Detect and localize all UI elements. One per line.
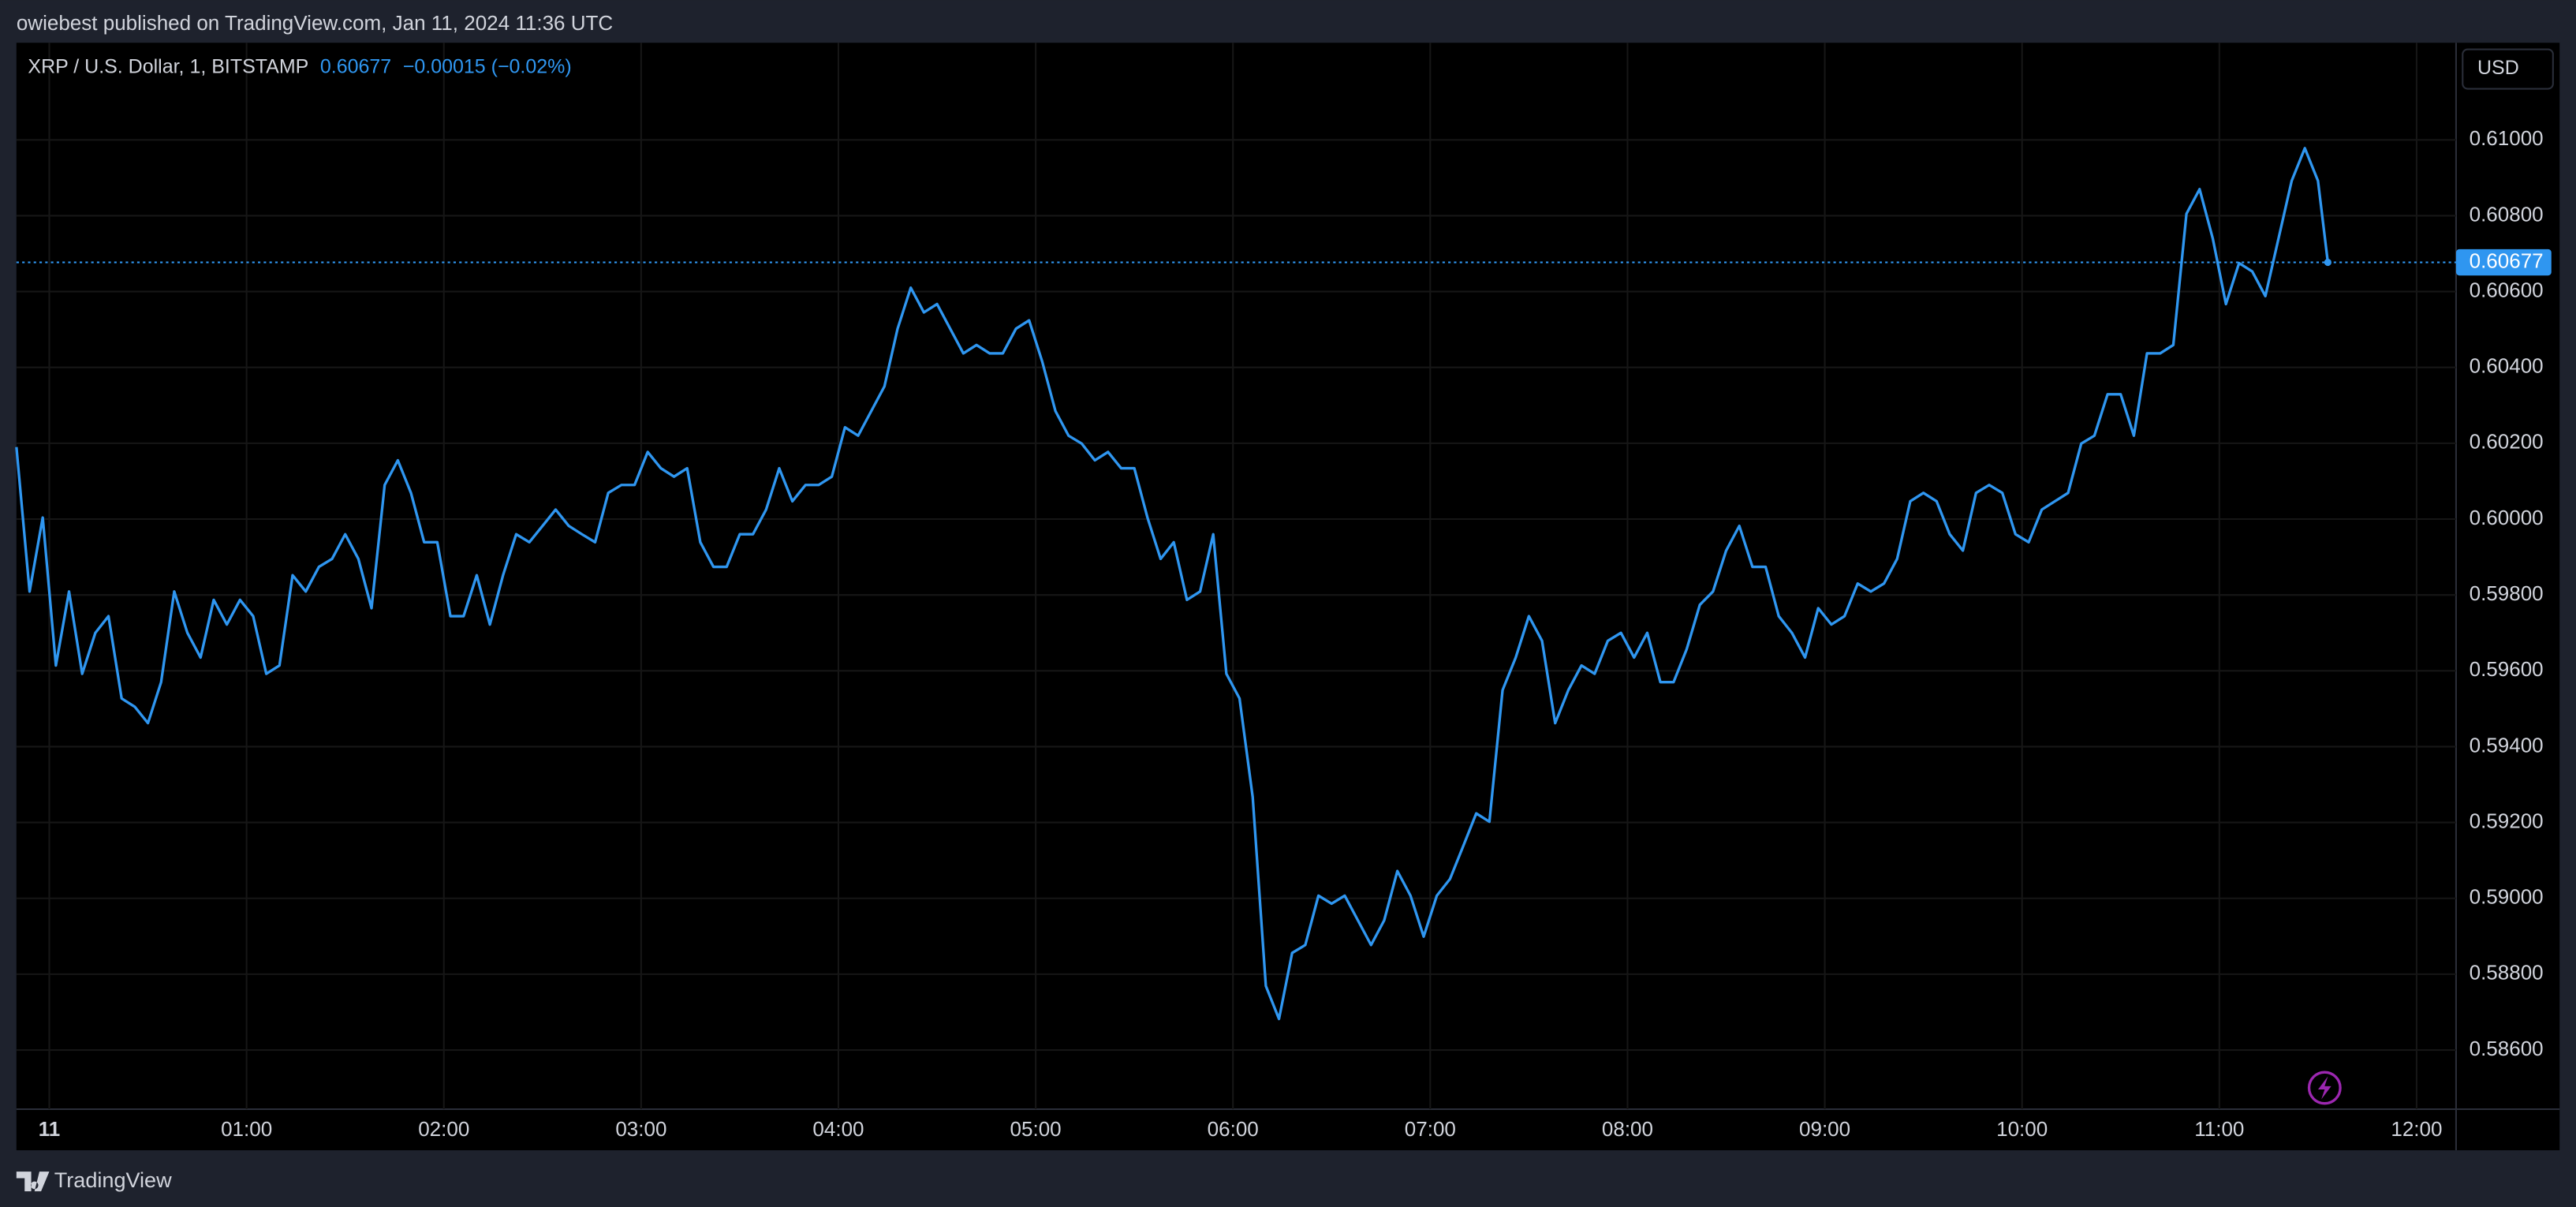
y-tick-label: 0.60800 xyxy=(2470,202,2544,226)
legend: XRP / U.S. Dollar, 1, BITSTAMP 0.60677 −0.… xyxy=(28,55,571,77)
y-tick-label: 0.59400 xyxy=(2470,733,2544,757)
y-tick-label: 0.58600 xyxy=(2470,1037,2544,1060)
last-price-label: 0.60677 xyxy=(2470,248,2544,272)
x-tick-label: 10:00 xyxy=(1996,1117,2048,1141)
x-tick-label: 11:00 xyxy=(2194,1117,2244,1141)
y-tick-label: 0.59200 xyxy=(2470,809,2544,832)
y-tick-label: 0.60600 xyxy=(2470,278,2544,301)
y-tick-label: 0.60200 xyxy=(2470,430,2544,454)
header-title: owiebest published on TradingView.com, J… xyxy=(17,11,613,35)
y-tick-label: 0.60000 xyxy=(2470,506,2544,529)
symbol: XRP / U.S. Dollar, 1, BITSTAMP xyxy=(28,55,308,77)
y-tick-label: 0.60400 xyxy=(2470,354,2544,378)
legend-price: 0.60677 xyxy=(320,55,391,77)
x-tick-label: 12:00 xyxy=(2391,1117,2442,1141)
x-tick-label: 11 xyxy=(39,1117,61,1141)
alert-icon[interactable] xyxy=(2307,1071,2342,1105)
y-tick-label: 0.59000 xyxy=(2470,885,2544,909)
footer-brand[interactable]: TradingView xyxy=(54,1168,172,1192)
x-tick-label: 03:00 xyxy=(615,1117,666,1141)
grid xyxy=(16,43,2456,1110)
last-point xyxy=(2324,258,2331,267)
x-tick-label: 01:00 xyxy=(221,1117,272,1141)
currency[interactable]: USD xyxy=(2477,57,2519,79)
y-tick-label: 0.61000 xyxy=(2470,126,2544,150)
plot xyxy=(15,147,2456,1021)
price-line xyxy=(15,147,2330,1021)
y-tick-label: 0.59800 xyxy=(2470,581,2544,605)
x-tick-label: 04:00 xyxy=(812,1117,864,1141)
y-tick-label: 0.58800 xyxy=(2470,961,2544,985)
legend-change: −0.00015 (−0.02%) xyxy=(403,55,572,77)
x-tick-label: 09:00 xyxy=(1799,1117,1850,1141)
x-tick-label: 08:00 xyxy=(1602,1117,1653,1141)
currency-button[interactable] xyxy=(2462,48,2554,90)
x-tick-label: 02:00 xyxy=(418,1117,469,1141)
x-tick-label: 05:00 xyxy=(1010,1117,1062,1141)
x-tick-label: 06:00 xyxy=(1208,1117,1259,1141)
chart-pane xyxy=(16,43,2560,1151)
footer-logo[interactable] xyxy=(16,1172,50,1192)
x-tick-label: 07:00 xyxy=(1405,1117,1456,1141)
y-tick-label: 0.59600 xyxy=(2470,657,2544,681)
last-price-tag xyxy=(2455,248,2552,276)
